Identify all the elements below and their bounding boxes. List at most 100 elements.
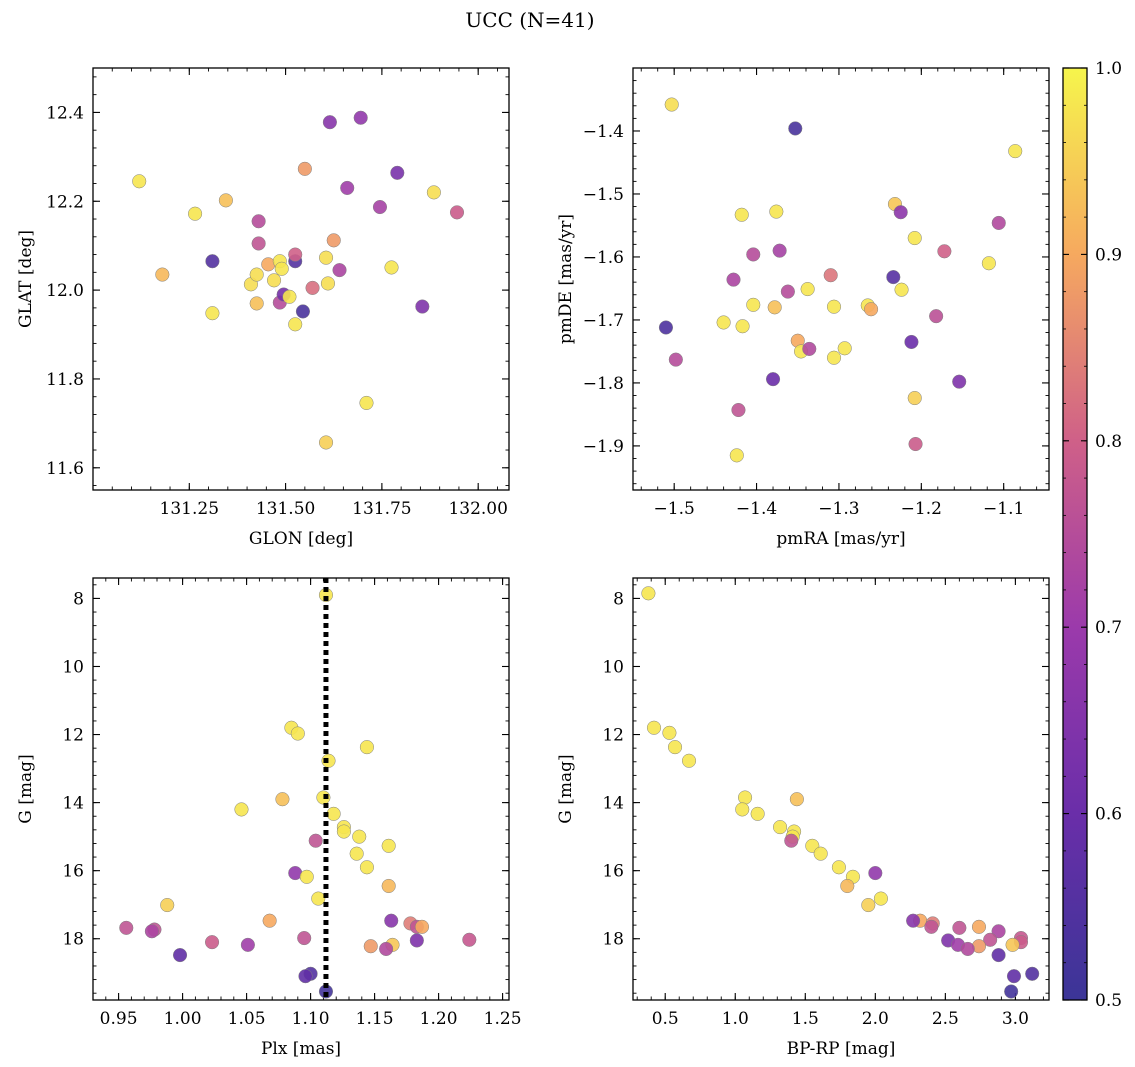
- scatter-point: [971, 919, 987, 934]
- scatter-point: [837, 341, 852, 356]
- x-axis-label: GLON [deg]: [249, 529, 353, 549]
- scatter-point: [1008, 144, 1023, 159]
- scatter-point: [381, 838, 396, 853]
- scatter-point: [894, 282, 909, 297]
- scatter-point: [738, 790, 753, 805]
- scatter-point: [132, 174, 147, 189]
- scatter-point: [788, 121, 803, 136]
- scatter-point: [780, 284, 795, 299]
- y-tick-label: 14: [62, 794, 84, 814]
- y-tick-label: 8: [73, 589, 84, 609]
- scatter-point: [240, 937, 255, 952]
- scatter-point: [813, 846, 828, 861]
- scatter-panel-plx-g: 0.95 1.00 1.05 1.10 1.15 1.20 1.25 8 10 12 14 16 18 P…: [16, 577, 522, 1059]
- x-tick-label: −1.2: [901, 499, 942, 519]
- y-tick-label: 16: [62, 862, 84, 882]
- scatter-point: [784, 833, 799, 848]
- scatter-point: [726, 272, 741, 287]
- y-axis-label: pmDE [mas/yr]: [556, 214, 576, 344]
- scatter-point: [288, 247, 303, 262]
- scatter-point: [861, 898, 876, 913]
- scatter-point: [297, 931, 312, 946]
- x-axis-label: pmRA [mas/yr]: [776, 529, 905, 549]
- scatter-point: [318, 435, 334, 450]
- x-tick-label: 131.25: [160, 499, 219, 519]
- y-tick-label: 12.2: [46, 192, 84, 212]
- scatter-point: [716, 315, 731, 330]
- scatter-point: [904, 334, 919, 350]
- axis-ticks: [92, 68, 509, 490]
- scatter-point: [144, 924, 159, 939]
- y-tick-label: 12.4: [46, 103, 84, 123]
- x-tick-label: 2.5: [932, 1009, 959, 1029]
- scatter-point: [426, 185, 441, 200]
- scatter-point: [908, 436, 923, 452]
- scatter-point: [290, 726, 305, 741]
- scatter-point: [409, 933, 424, 948]
- scatter-point: [789, 792, 804, 807]
- y-tick-label: 12: [62, 726, 84, 746]
- scatter-point: [305, 280, 320, 295]
- scatter-point: [735, 802, 750, 817]
- scatter-point: [767, 300, 782, 315]
- scatter-point: [298, 969, 313, 984]
- x-tick-label: 1.5: [792, 1009, 819, 1029]
- scatter-point: [1004, 984, 1019, 999]
- scatter-point: [952, 374, 967, 389]
- x-tick-label: −1.4: [736, 499, 777, 519]
- scatter-point: [929, 309, 944, 324]
- scatter-point: [735, 319, 750, 334]
- y-tick-label: 8: [613, 589, 624, 609]
- scatter-point: [205, 254, 220, 269]
- scatter-point: [1006, 969, 1022, 984]
- x-axis-label: Plx [mas]: [261, 1039, 341, 1059]
- scatter-point: [288, 317, 303, 332]
- scatter-point: [188, 206, 203, 221]
- scatter-points: [641, 586, 1040, 999]
- scatter-point: [864, 302, 879, 317]
- scatter-point: [924, 919, 939, 934]
- scatter-point: [662, 725, 677, 740]
- scatter-point: [449, 205, 465, 220]
- scatter-point: [249, 267, 264, 282]
- y-tick-label: 18: [62, 930, 84, 950]
- axes-frame: [632, 67, 1050, 491]
- scatter-point: [773, 820, 788, 835]
- scatter-point: [384, 913, 399, 928]
- axes-frame: [92, 67, 510, 491]
- scatter-point: [336, 824, 351, 839]
- x-tick-label: 131.50: [256, 499, 315, 519]
- scatter-point: [769, 204, 784, 219]
- scatter-point: [831, 860, 846, 875]
- y-tick-label: 10: [62, 657, 84, 677]
- scatter-point: [981, 256, 996, 271]
- scatter-points: [658, 97, 1023, 463]
- scatter-point: [937, 244, 952, 259]
- x-tick-label: −1.3: [818, 499, 859, 519]
- scatter-point: [275, 792, 290, 807]
- y-tick-label: −1.9: [583, 437, 624, 457]
- scatter-point: [826, 350, 842, 365]
- scatter-point: [295, 304, 310, 319]
- scatter-point: [646, 720, 662, 735]
- y-tick-label: −1.6: [583, 248, 624, 268]
- scatter-point: [772, 243, 787, 258]
- scatter-point: [282, 289, 297, 304]
- scatter-point: [262, 913, 277, 928]
- scatter-point: [893, 205, 908, 220]
- x-tick-label: 1.20: [420, 1009, 458, 1029]
- scatter-point: [906, 913, 921, 928]
- scatter-point: [353, 110, 368, 125]
- x-tick-label: 1.05: [228, 1009, 266, 1029]
- scatter-point: [205, 306, 220, 321]
- scatter-point: [960, 941, 975, 957]
- scatter-point: [746, 297, 761, 312]
- colorbar-tick-label: 0.8: [1095, 432, 1122, 452]
- scatter-point: [734, 207, 749, 222]
- scatter-point: [234, 802, 249, 817]
- scatter-point: [1025, 966, 1040, 981]
- scatter-point: [390, 165, 405, 180]
- figure-title: UCC (N=41): [465, 8, 594, 32]
- x-tick-label: −1.5: [654, 499, 695, 519]
- scatter-point: [991, 924, 1006, 939]
